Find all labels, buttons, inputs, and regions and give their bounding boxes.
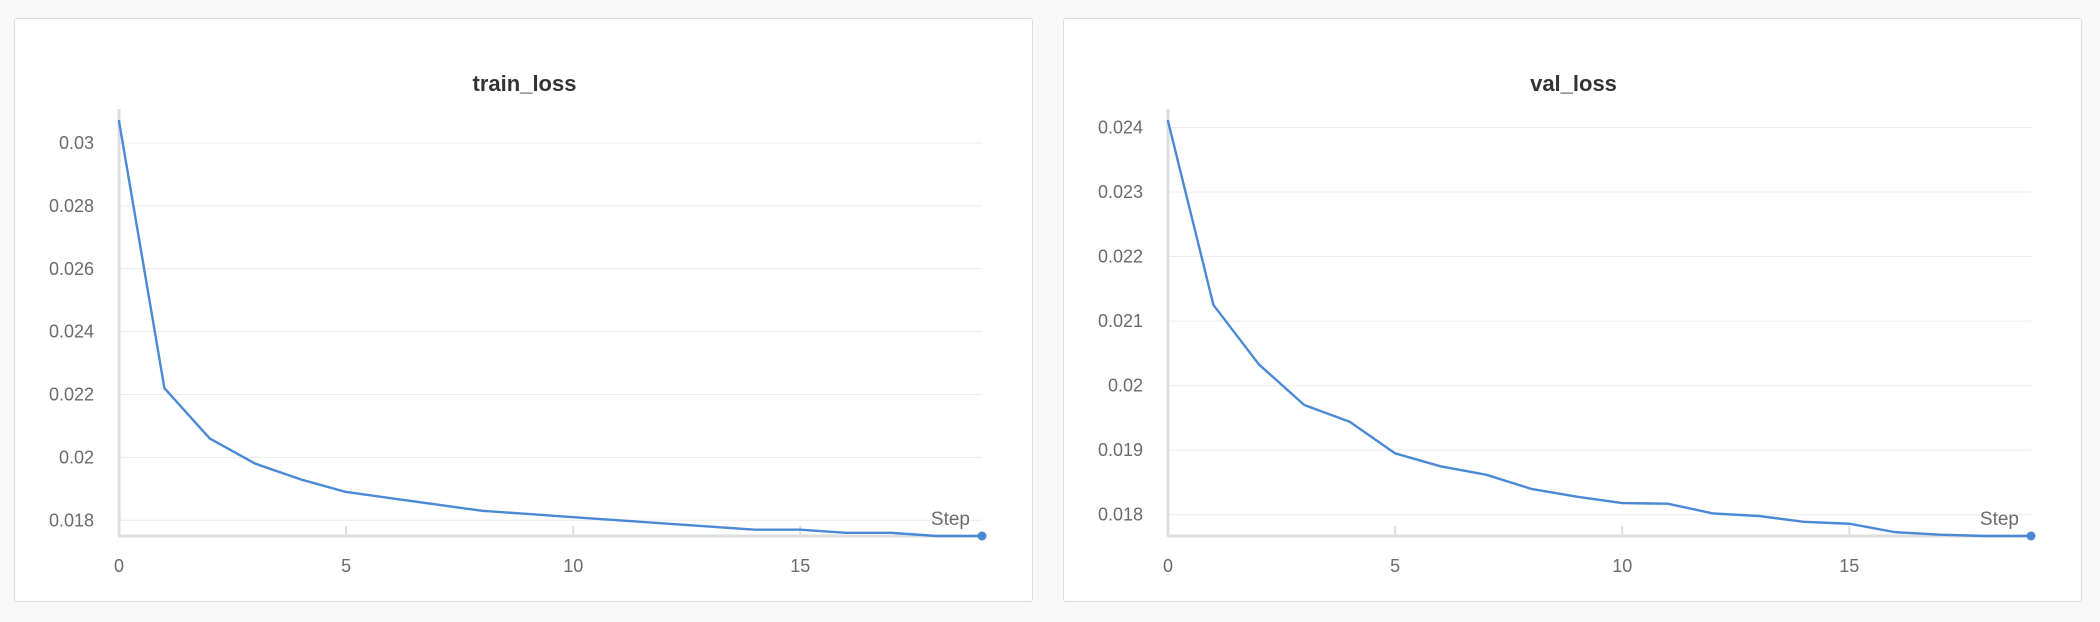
y-tick-label: 0.019 bbox=[1098, 440, 1143, 460]
last-point-marker bbox=[2026, 531, 2036, 541]
x-tick-label: 0 bbox=[114, 556, 124, 576]
val-loss-panel[interactable]: val_loss 0.018 0.019 0.02 0.021 0.022 0.023 0.0… bbox=[1063, 18, 2082, 602]
series-line bbox=[1166, 119, 2033, 538]
train-loss-panel[interactable]: train_loss 0.018 0.02 0.022 0.024 0.026 0.028 0… bbox=[14, 18, 1033, 602]
x-axis-title: Step bbox=[1980, 509, 2019, 530]
last-point-marker bbox=[977, 531, 987, 541]
x-tick-label: 0 bbox=[1163, 556, 1173, 576]
chart-title: train_loss bbox=[473, 71, 577, 96]
x-tick-label: 5 bbox=[1390, 556, 1400, 576]
y-tick-label: 0.023 bbox=[1098, 182, 1143, 202]
train-loss-chart: train_loss 0.018 0.02 0.022 0.024 0.026 0.028 0… bbox=[49, 71, 987, 576]
chart-title: val_loss bbox=[1530, 71, 1617, 96]
y-tick-label: 0.026 bbox=[49, 259, 94, 279]
y-tick-label: 0.022 bbox=[49, 385, 94, 405]
series-line bbox=[117, 119, 984, 538]
y-tick-label: 0.02 bbox=[59, 447, 94, 467]
val-loss-chart: val_loss 0.018 0.019 0.02 0.021 0.022 0.023 0.0… bbox=[1098, 71, 2036, 576]
x-axis-title: Step bbox=[931, 509, 970, 530]
x-tick-label: 15 bbox=[790, 556, 810, 576]
y-tick-label: 0.018 bbox=[1098, 505, 1143, 525]
y-tick-label: 0.021 bbox=[1098, 311, 1143, 331]
x-tick-label: 15 bbox=[1839, 556, 1859, 576]
y-tick-label: 0.024 bbox=[49, 322, 94, 342]
y-tick-label: 0.018 bbox=[49, 510, 94, 530]
y-tick-label: 0.022 bbox=[1098, 247, 1143, 267]
x-tick-label: 10 bbox=[563, 556, 583, 576]
x-tick-label: 10 bbox=[1612, 556, 1632, 576]
y-tick-label: 0.028 bbox=[49, 196, 94, 216]
y-tick-label: 0.03 bbox=[59, 133, 94, 153]
y-tick-label: 0.024 bbox=[1098, 117, 1143, 137]
x-tick-label: 5 bbox=[341, 556, 351, 576]
y-tick-label: 0.02 bbox=[1108, 376, 1143, 396]
